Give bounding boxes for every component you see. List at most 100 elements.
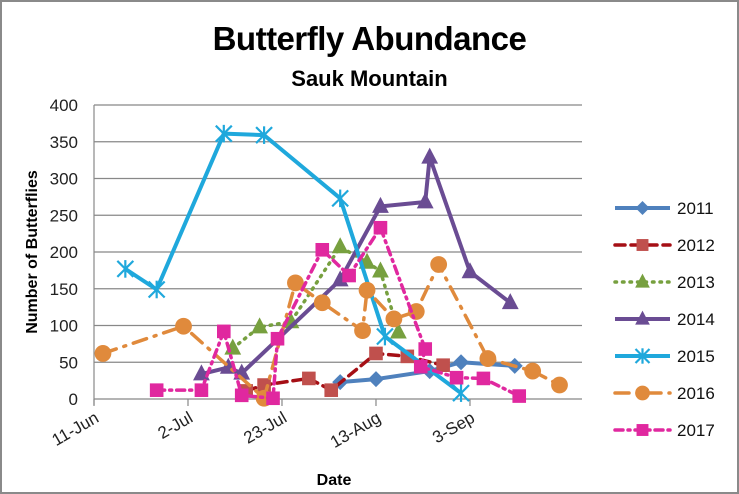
asterisk-marker [452,384,470,402]
legend-item-2011: 2011 [615,199,714,218]
y-tick-label: 100 [50,317,78,336]
y-tick-label: 400 [50,96,78,115]
circle-marker [358,281,376,299]
square-marker [636,239,649,251]
y-tick-label: 50 [59,353,78,372]
triangle-marker [251,317,269,334]
triangle-marker [461,262,479,279]
legend-label: 2017 [677,421,715,440]
square-marker [324,383,339,397]
x-tick-label: 3-Sep [429,408,478,447]
diamond-marker [453,354,470,371]
circle-marker [635,385,650,401]
triangle-marker [421,147,439,164]
square-marker [234,388,249,403]
legend-label: 2014 [677,310,715,329]
square-marker [369,346,383,361]
y-tick-label: 200 [50,243,78,262]
circle-marker [385,310,403,328]
y-tick-label: 250 [50,206,78,225]
chart-title: Butterfly Abundance [212,20,527,57]
legend-item-2014: 2014 [615,310,715,329]
square-marker [302,371,316,386]
series-line [101,262,562,401]
circle-marker [524,362,542,380]
y-tick-label: 350 [50,133,78,152]
legend-label: 2012 [677,236,715,255]
series-line [154,225,521,401]
square-marker [342,268,356,283]
plot-area [94,124,568,407]
asterisk-marker [255,126,273,144]
circle-marker [175,317,192,335]
y-tick-label: 150 [50,280,78,299]
asterisk-marker [215,124,233,143]
gridlines [93,104,582,405]
square-marker [270,331,285,346]
triangle-marker [372,196,389,213]
asterisk-marker [331,189,349,208]
x-tick-label: 23-Jul [240,408,290,448]
x-tick-label: 13-Aug [327,408,384,452]
asterisk-marker [147,280,166,299]
y-axis-title: Number of Butterflies [24,170,41,334]
series-line [124,131,463,395]
chart-subtitle: Sauk Mountain [291,66,448,91]
square-marker [194,383,209,397]
circle-marker [313,294,331,312]
asterisk-marker [116,260,135,278]
legend-item-2016: 2016 [613,384,715,403]
asterisk-marker [376,327,394,346]
triangle-marker [635,273,650,288]
triangle-marker [331,237,349,254]
square-marker [436,358,450,372]
square-marker [636,424,649,436]
series-2017 [149,220,527,406]
triangle-marker [501,293,519,310]
legend-item-2013: 2013 [613,273,715,292]
circle-marker [551,376,568,394]
legend-label: 2015 [677,347,715,366]
x-axis-ticks: 11-Jun 2-Jul 23-Jul 13-Aug 3-Sep [49,399,478,452]
circle-marker [94,345,112,362]
square-marker [373,220,388,235]
y-tick-label: 300 [50,170,78,189]
triangle-marker [372,261,389,278]
y-tick-label: 0 [69,390,78,409]
x-tick-label: 11-Jun [49,408,102,450]
diamond-marker [367,371,384,388]
legend-item-2017: 2017 [613,421,715,440]
square-marker [217,324,231,339]
circle-marker [479,350,497,367]
legend: 2011 2012 2013 2014 2015 2016 2017 [613,199,715,440]
circle-marker [430,256,448,273]
legend-label: 2013 [677,273,715,292]
circle-marker [354,322,371,340]
legend-label: 2011 [677,199,714,218]
triangle-marker [331,270,349,287]
square-marker [266,391,280,406]
triangle-marker [635,310,650,325]
triangle-marker [389,322,407,339]
square-marker [418,342,433,356]
square-marker [315,242,330,257]
square-marker [413,359,428,374]
square-marker [149,383,164,397]
legend-label: 2016 [677,384,715,403]
square-marker [449,370,464,385]
asterisk-marker [634,348,651,364]
square-marker [476,371,491,386]
series-2015 [116,124,470,402]
x-tick-label: 2-Jul [155,408,196,443]
legend-item-2015: 2015 [615,347,715,366]
x-axis-title: Date [317,472,352,489]
diamond-marker [635,201,650,215]
triangle-marker [416,192,434,209]
legend-item-2012: 2012 [613,236,715,255]
circle-marker [287,274,304,292]
y-axis-ticks: 0 50 100 150 200 250 300 350 400 [50,96,78,409]
series-2016 [94,256,568,407]
square-marker [512,389,527,403]
